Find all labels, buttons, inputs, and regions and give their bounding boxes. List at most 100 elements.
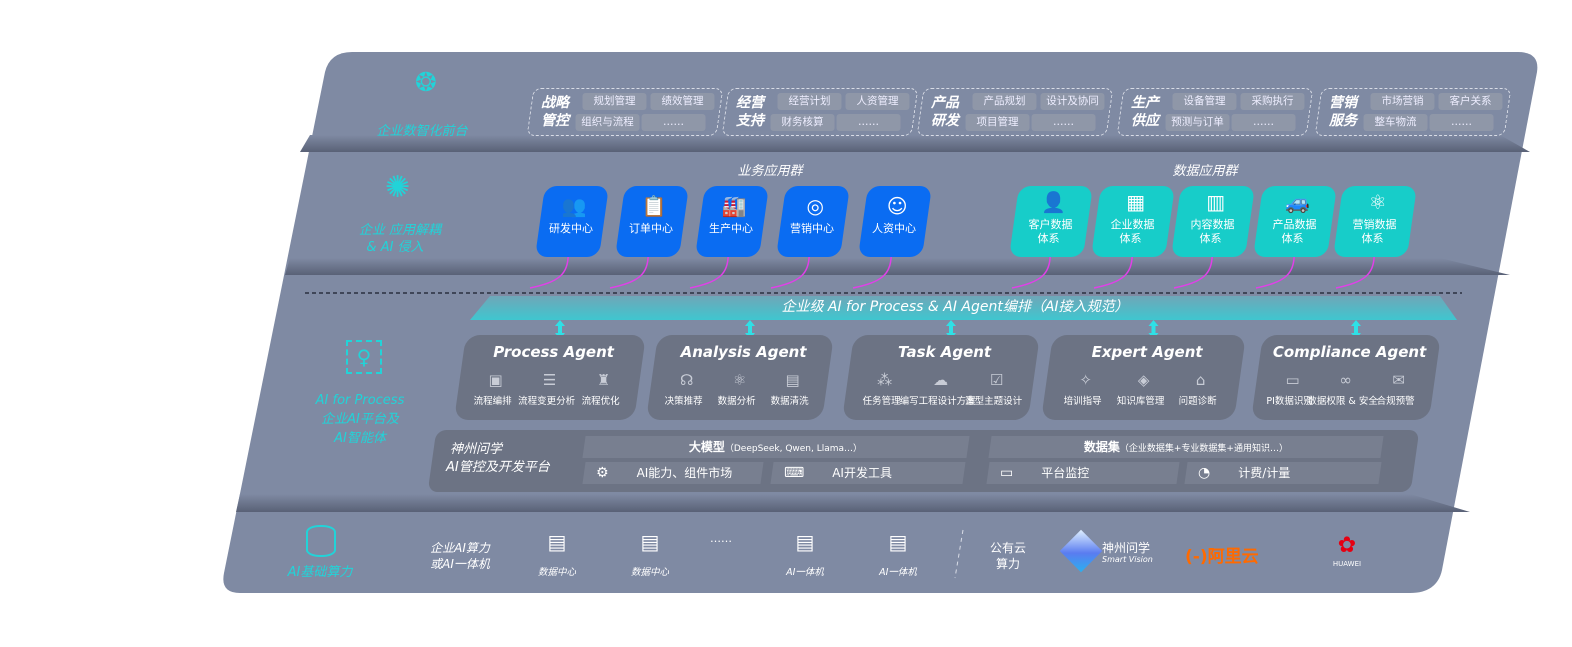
layer-label-ai-1: AI for Process bbox=[315, 393, 405, 408]
front-group: 经营 支持 经营计划 人资管理 财务核算…… bbox=[721, 88, 919, 136]
llm-bar: 大模型（DeepSeek, Qwen, Llama…） bbox=[582, 436, 970, 458]
agent-card[interactable]: Analysis Agent ☊ 决策推荐 ⚛ 数据分析 ▤ 数据清洗 bbox=[646, 335, 834, 420]
data-app-card[interactable]: 🚙 产品数据 体系 bbox=[1253, 186, 1337, 257]
data-app-card[interactable]: 👤 客户数据 体系 bbox=[1009, 186, 1093, 257]
platform-tool-label: 平台监控 bbox=[1041, 466, 1090, 480]
agent-capability: 流程优化 bbox=[581, 396, 620, 407]
platform-title-1: 神州问学 bbox=[450, 442, 503, 457]
compute-server-label: AI一体机 bbox=[786, 567, 824, 578]
books-icon: ▥ bbox=[1206, 190, 1226, 214]
compute-divider bbox=[954, 529, 964, 579]
aliyun-name: 阿里云 bbox=[1207, 547, 1259, 567]
front-chip[interactable]: …… bbox=[1429, 114, 1494, 131]
compute-server-label: 数据中心 bbox=[537, 567, 576, 578]
front-chip[interactable]: 预测与订单 bbox=[1165, 114, 1230, 131]
layer-label-front: 企业数智化前台 bbox=[376, 124, 468, 139]
business-app-card[interactable]: ☺ 人资中心 bbox=[858, 186, 932, 257]
business-app-label: 订单中心 bbox=[628, 222, 673, 235]
platform-tool[interactable]: ▭ 平台监控 bbox=[986, 462, 1180, 484]
people-icon: 👥 bbox=[561, 194, 587, 218]
front-group-title-1: 生产 bbox=[1131, 95, 1159, 111]
data-app-card[interactable]: ▥ 内容数据 体系 bbox=[1171, 186, 1255, 257]
diagnosis-icon: ⌂ bbox=[1196, 371, 1206, 389]
front-chip[interactable]: 设备管理 bbox=[1172, 93, 1237, 110]
front-chip[interactable]: 客户关系 bbox=[1438, 93, 1503, 110]
compute-ellipsis: …… bbox=[710, 532, 732, 545]
data-app-label-1: 营销数据 bbox=[1352, 218, 1397, 231]
front-group: 产品 研发 产品规划 设计及协同 项目管理…… bbox=[916, 88, 1114, 136]
database-icon bbox=[306, 525, 336, 557]
front-group-title: 营销 服务 bbox=[1329, 94, 1357, 130]
front-chip[interactable]: 整车物流 bbox=[1363, 114, 1428, 131]
compute-server: ▤ 数据中心 bbox=[620, 530, 680, 578]
front-group-title: 产品 研发 bbox=[931, 94, 959, 130]
compute-server-label: 数据中心 bbox=[630, 567, 669, 578]
front-chip[interactable]: …… bbox=[1031, 114, 1096, 131]
vendor-smart-vision-sub: Smart Vision bbox=[1102, 555, 1153, 564]
layer-divider bbox=[300, 135, 1530, 152]
front-group-title-1: 战略 bbox=[541, 95, 569, 111]
front-chip[interactable]: 经营计划 bbox=[777, 93, 842, 110]
layer-label-apps-2: & AI 侵入 bbox=[366, 240, 424, 255]
enterprise-compute-line1: 企业AI算力 bbox=[430, 541, 490, 555]
compute-server: ▤ 数据中心 bbox=[527, 530, 587, 578]
platform-title-2: AI管控及开发平台 bbox=[446, 460, 550, 475]
business-app-card[interactable]: 👥 研发中心 bbox=[535, 186, 609, 257]
front-chip[interactable]: …… bbox=[1231, 114, 1296, 131]
front-group-title-2: 供应 bbox=[1131, 113, 1159, 129]
front-chip[interactable]: 采购执行 bbox=[1240, 93, 1305, 110]
agent-card[interactable]: Expert Agent ✧ 培训指导 ◈ 知识库管理 ⌂ 问题诊断 bbox=[1041, 335, 1246, 420]
huawei-name: HUAWEI bbox=[1332, 560, 1362, 568]
front-chip[interactable]: …… bbox=[641, 114, 706, 131]
bidirectional-arrow-icon bbox=[555, 320, 565, 339]
gauge-icon: ◔ bbox=[1198, 465, 1211, 481]
business-app-card[interactable]: 🏭 生产中心 bbox=[695, 186, 769, 257]
agent-capability: 合规预警 bbox=[1377, 396, 1416, 407]
front-chip[interactable]: 规划管理 bbox=[582, 93, 647, 110]
front-chip[interactable]: 设计及协同 bbox=[1040, 93, 1105, 110]
platform-tool[interactable]: ⚙ AI能力、组件市场 bbox=[582, 462, 764, 484]
front-group-title-2: 支持 bbox=[736, 113, 764, 129]
agent-card[interactable]: Process Agent ▣ 流程编排 ☰ 流程变更分析 ♜ 流程优化 bbox=[454, 335, 646, 420]
enterprise-compute-label: 企业AI算力 或AI一体机 bbox=[415, 540, 505, 572]
front-chip[interactable]: 绩效管理 bbox=[650, 93, 715, 110]
business-app-card[interactable]: 📋 订单中心 bbox=[615, 186, 689, 257]
front-chip[interactable]: 项目管理 bbox=[965, 114, 1030, 131]
server-icon: ▤ bbox=[795, 530, 815, 554]
data-app-card[interactable]: ⚛ 营销数据 体系 bbox=[1333, 186, 1417, 257]
layer-divider bbox=[236, 494, 1470, 512]
data-apps-title: 数据应用群 bbox=[1172, 164, 1238, 179]
agent-title: Task Agent bbox=[898, 343, 992, 361]
agent-card[interactable]: Task Agent ⁂ 任务管理 ☁ 编写工程设计方案 ☑ 造型主题设计 bbox=[842, 335, 1040, 420]
agent-capability: 数据清洗 bbox=[770, 396, 809, 407]
business-app-card[interactable]: ◎ 营销中心 bbox=[776, 186, 850, 257]
person-handshake-icon: ☺ bbox=[886, 194, 908, 218]
bidirectional-arrow-icon bbox=[1351, 320, 1361, 339]
dataset-note: （企业数据集+专业数据集+通用知识…） bbox=[1119, 444, 1288, 454]
aliyun-logo: (-)阿里云 bbox=[1185, 542, 1259, 567]
public-cloud-line2: 算力 bbox=[995, 557, 1020, 571]
bidirectional-arrow-icon bbox=[1148, 320, 1159, 339]
platform-tool-label: AI能力、组件市场 bbox=[636, 466, 733, 480]
front-chip[interactable]: 组织与流程 bbox=[575, 114, 640, 131]
front-group-title: 战略 管控 bbox=[541, 94, 569, 130]
business-app-label: 营销中心 bbox=[789, 222, 834, 235]
layer-label-ai-2: 企业AI平台及 bbox=[321, 412, 399, 427]
data-app-label-1: 客户数据 bbox=[1028, 218, 1073, 231]
public-cloud-line1: 公有云 bbox=[989, 541, 1026, 555]
platform-tool[interactable]: ◔ 计费/计量 bbox=[1184, 462, 1382, 484]
alert-mail-icon: ✉ bbox=[1392, 371, 1406, 389]
front-chip[interactable]: 财务核算 bbox=[770, 114, 835, 131]
platform-tool[interactable]: ⌨ AI开发工具 bbox=[770, 462, 966, 484]
atom-icon: ⚛ bbox=[1368, 190, 1387, 214]
front-chip[interactable]: 产品规划 bbox=[972, 93, 1037, 110]
front-chip[interactable]: 人资管理 bbox=[845, 93, 910, 110]
data-app-card[interactable]: ▦ 企业数据 体系 bbox=[1091, 186, 1175, 257]
agent-card[interactable]: Compliance Agent ▭ PI数据识别 ∞ 数据权限 & 安全 ✉ 合规预警 bbox=[1251, 335, 1441, 420]
front-chip[interactable]: 市场营销 bbox=[1370, 93, 1435, 110]
agent-capability: 造型主题设计 bbox=[964, 396, 1022, 407]
agent-title: Compliance Agent bbox=[1272, 343, 1427, 361]
data-app-label-1: 内容数据 bbox=[1190, 218, 1235, 231]
front-chip[interactable]: …… bbox=[836, 114, 901, 131]
business-app-label: 研发中心 bbox=[548, 222, 593, 235]
